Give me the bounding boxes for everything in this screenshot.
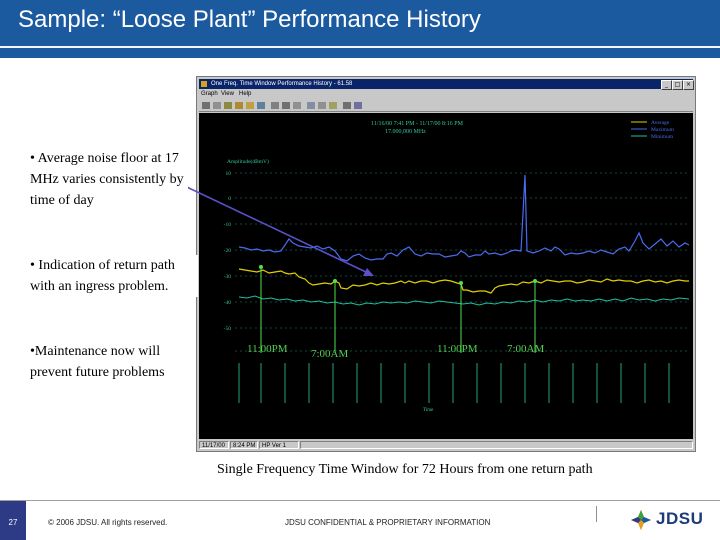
y-tick-minus-50: -50 [224, 326, 232, 332]
app-icon [201, 81, 207, 87]
y-tick-0: 0 [228, 196, 231, 202]
paste-icon[interactable] [282, 102, 290, 109]
time-markers [260, 267, 536, 353]
plot-header-line1: 11/16/00 7:41 PM - 11/17/00 8:16 PM [371, 121, 464, 127]
window-title: One Freq. Time Window Performance Histor… [211, 81, 353, 87]
copyright-notice: © 2006 JDSU. All rights reserved. [48, 518, 168, 527]
y-tick-10: 10 [226, 171, 232, 177]
y-tick-minus-10: -10 [224, 222, 232, 228]
maximize-icon[interactable]: □ [672, 80, 683, 90]
settings-icon[interactable] [293, 102, 301, 109]
save-icon[interactable] [307, 102, 315, 109]
arrow-line [171, 179, 369, 274]
status-version: HP Ver 1 [259, 441, 299, 449]
help-icon[interactable] [354, 102, 362, 109]
arrow-head [363, 268, 374, 276]
menu-view[interactable]: View [221, 91, 234, 97]
annotation-7am-1: 7:00AM [311, 348, 349, 360]
time-marker-dots [259, 265, 537, 285]
trace-average [238, 268, 689, 294]
y-axis-label: Amplitude(dBmV) [227, 158, 269, 165]
plot-svg: 11/16/00 7:41 PM - 11/17/00 8:16 PM 17.0… [224, 120, 690, 413]
annotation-7am-2: 7:00AM [507, 343, 545, 355]
bullet-ingress: • Indication of return path with an ingr… [30, 255, 198, 297]
trace-maximum [238, 174, 690, 262]
legend-minimum: Minimum [651, 134, 674, 140]
list-icon[interactable] [343, 102, 351, 109]
header-rule [0, 46, 720, 48]
bullet-maintenance: •Maintenance now will prevent future pro… [30, 341, 190, 383]
print-icon[interactable] [202, 102, 210, 109]
export-icon[interactable] [318, 102, 326, 109]
y-tick-minus-20: -20 [224, 248, 232, 254]
footer-rule [0, 500, 720, 501]
x-axis-label: Time [423, 408, 434, 413]
window-titlebar: One Freq. Time Window Performance Histor… [199, 79, 694, 90]
close-icon[interactable]: × [683, 80, 694, 90]
jdsu-logo-text: JDSU [656, 509, 704, 528]
trace-minimum [238, 295, 690, 306]
status-empty [300, 441, 693, 449]
minimize-icon[interactable]: _ [661, 80, 672, 90]
page-number-box [0, 501, 26, 540]
status-time: 8:24 PM [230, 441, 258, 449]
legend-maximum: Maximum [651, 127, 675, 133]
bullet-noise-floor: • Average noise floor at 17 MHz varies c… [30, 148, 188, 211]
chart-icon[interactable] [257, 102, 265, 109]
page-number: 27 [8, 518, 18, 527]
footer-separator [596, 506, 597, 522]
annotation-11pm-2: 11:00PM [437, 343, 478, 355]
marker-icon[interactable] [235, 102, 243, 109]
menu-bar: Graph View Help [199, 90, 693, 99]
legend-average: Average [651, 120, 670, 126]
menu-graph[interactable]: Graph [201, 91, 218, 97]
refresh-icon[interactable] [329, 102, 337, 109]
annotation-11pm-1: 11:00PM [247, 343, 288, 355]
status-bar: 11/17/00 8:24 PM HP Ver 1 [199, 441, 693, 450]
y-tick-minus-40: -40 [224, 300, 232, 306]
folder-icon[interactable] [246, 102, 254, 109]
plot-header-line2: 17.000,000 MHz [385, 129, 426, 135]
jdsu-logo-icon [631, 510, 651, 530]
performance-plot: 11/16/00 7:41 PM - 11/17/00 8:16 PM 17.0… [199, 113, 693, 439]
slide-title: Sample: “Loose Plant” Performance Histor… [18, 6, 481, 33]
figure-caption: Single Frequency Time Window for 72 Hour… [217, 462, 593, 477]
y-tick-minus-30: -30 [224, 274, 232, 280]
cursor-icon[interactable] [224, 102, 232, 109]
confidential-notice: JDSU CONFIDENTIAL & PROPRIETARY INFORMAT… [285, 518, 491, 527]
toolbar [199, 100, 693, 112]
x-axis-ticks [238, 363, 670, 403]
status-date: 11/17/00 [199, 441, 229, 449]
menu-help[interactable]: Help [239, 91, 252, 97]
performance-history-window: One Freq. Time Window Performance Histor… [196, 76, 696, 452]
copy-icon[interactable] [271, 102, 279, 109]
zoom-icon[interactable] [213, 102, 221, 109]
slide-header: Sample: “Loose Plant” Performance Histor… [0, 0, 720, 58]
